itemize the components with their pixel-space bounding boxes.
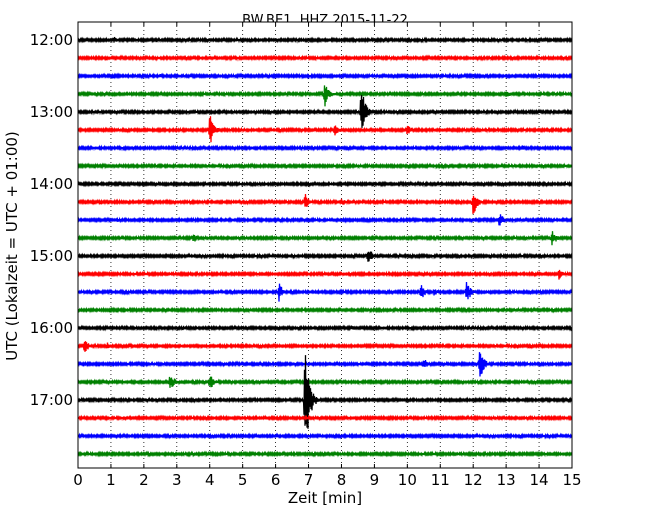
x-tick-label: 0 — [73, 471, 83, 489]
y-axis-label: UTC (Lokalzeit = UTC + 01:00) — [3, 131, 21, 361]
x-tick-label: 2 — [139, 471, 149, 489]
trace-line — [78, 251, 572, 262]
x-tick-label: 11 — [431, 471, 450, 489]
trace-line — [78, 214, 572, 226]
x-tick-label: 13 — [497, 471, 516, 489]
trace-line — [78, 324, 572, 332]
x-tick-label: 6 — [271, 471, 281, 489]
y-tick-label: 12:00 — [30, 31, 73, 49]
trace-line — [78, 450, 572, 458]
plot-frame — [77, 21, 573, 469]
trace-line — [78, 352, 572, 377]
trace-line — [78, 341, 572, 352]
x-tick-label: 7 — [304, 471, 314, 489]
trace-line — [78, 36, 572, 44]
trace-line — [78, 144, 572, 152]
trace-line — [78, 306, 572, 314]
trace-line — [78, 180, 572, 188]
ticks: 0 1 2 3 4 5 6 7 8 9 10 11 12 13 14 1512:0013:0014:0015:… — [30, 22, 582, 489]
trace-line — [78, 116, 572, 143]
trace-line — [78, 162, 572, 170]
x-tick-label: 5 — [238, 471, 248, 489]
y-tick-label: 14:00 — [30, 175, 73, 193]
y-tick-label: 16:00 — [30, 319, 73, 337]
trace-line — [78, 376, 572, 388]
trace-line — [78, 269, 572, 280]
y-tick-label: 17:00 — [30, 391, 73, 409]
x-tick-label: 12 — [464, 471, 483, 489]
x-tick-label: 8 — [337, 471, 347, 489]
trace-line — [78, 54, 572, 62]
trace-line — [78, 355, 572, 429]
x-tick-label: 3 — [172, 471, 182, 489]
x-tick-label: 4 — [205, 471, 215, 489]
x-tick-label: 15 — [562, 471, 581, 489]
trace-line — [78, 85, 572, 107]
trace-line — [78, 414, 572, 422]
trace-line — [78, 432, 572, 440]
y-tick-label: 13:00 — [30, 103, 73, 121]
trace-line — [78, 231, 572, 246]
x-tick-label: 10 — [398, 471, 417, 489]
trace-line — [78, 72, 572, 80]
x-axis-label: Zeit [min] — [288, 489, 362, 507]
trace-line — [78, 281, 572, 302]
y-tick-label: 15:00 — [30, 247, 73, 265]
x-tick-label: 14 — [530, 471, 549, 489]
x-tick-label: 9 — [370, 471, 380, 489]
traces — [78, 36, 572, 458]
trace-line — [78, 193, 572, 214]
x-tick-label: 1 — [106, 471, 116, 489]
trace-line — [78, 95, 572, 128]
